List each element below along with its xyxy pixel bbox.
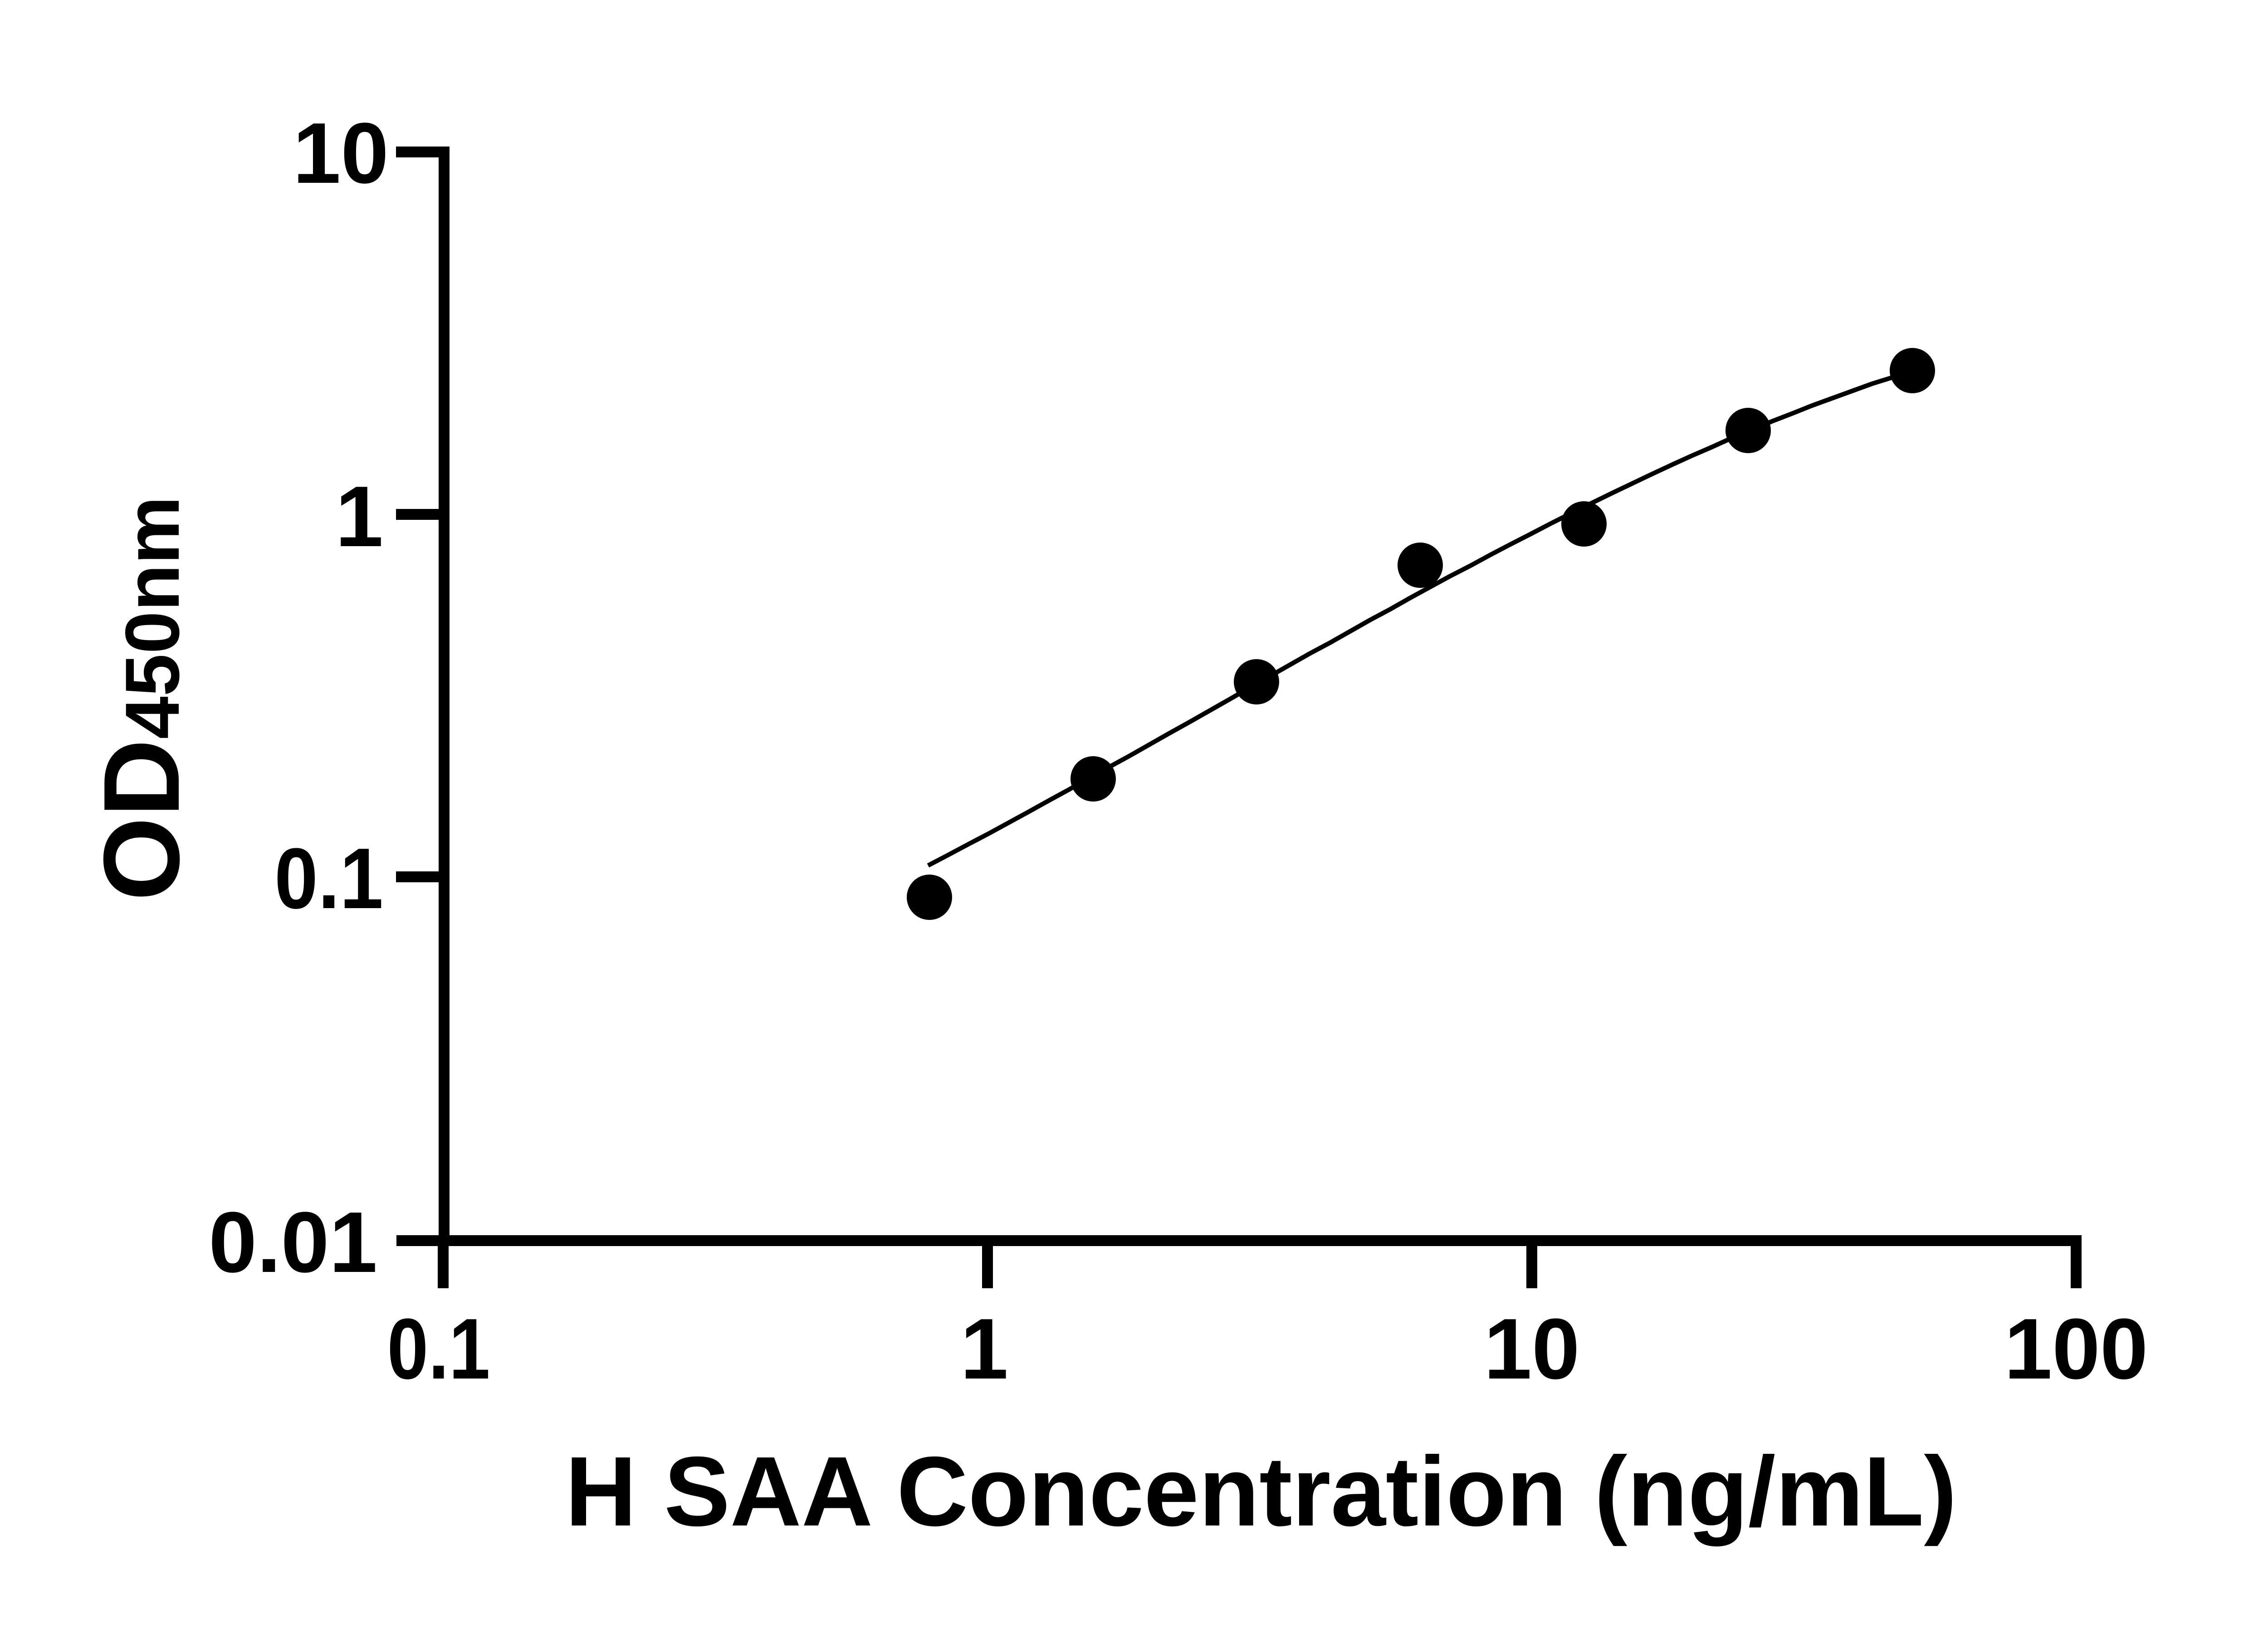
svg-text:10: 10 xyxy=(1484,1301,1579,1397)
svg-text:1: 1 xyxy=(335,469,383,565)
svg-text:0.1: 0.1 xyxy=(387,1301,490,1397)
svg-text:0.1: 0.1 xyxy=(274,831,383,927)
svg-text:0.01: 0.01 xyxy=(209,1194,377,1291)
svg-text:10: 10 xyxy=(293,105,389,201)
svg-text:H SAA Concentration (ng/mL): H SAA Concentration (ng/mL) xyxy=(565,1437,1957,1547)
svg-text:100: 100 xyxy=(2004,1301,2148,1397)
svg-text:1: 1 xyxy=(960,1301,1008,1397)
